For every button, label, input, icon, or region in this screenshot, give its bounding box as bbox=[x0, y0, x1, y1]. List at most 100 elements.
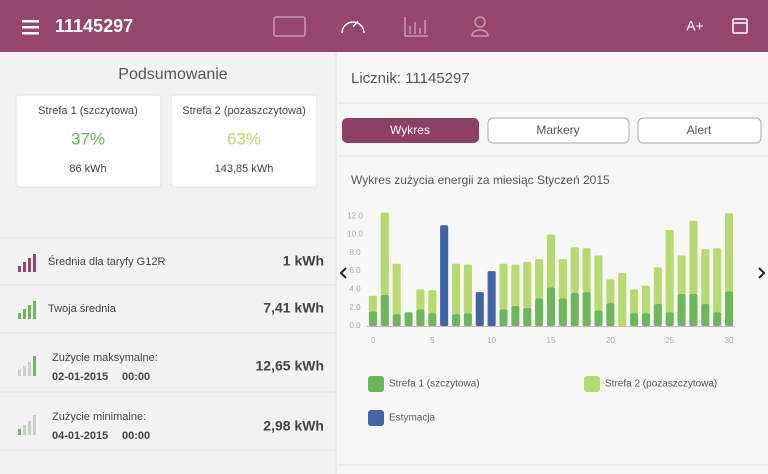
bar-segment bbox=[630, 313, 639, 326]
icon-signal bbox=[18, 301, 36, 319]
bar-segment bbox=[689, 220, 698, 294]
bar-segment bbox=[606, 303, 615, 326]
bar-segment bbox=[677, 255, 686, 294]
stat-label: Średnia dla taryfy G12R bbox=[48, 255, 165, 268]
tab[interactable] bbox=[342, 118, 479, 143]
header-title: 11145297 bbox=[55, 16, 133, 36]
header bbox=[0, 0, 768, 52]
bar-segment bbox=[713, 312, 722, 326]
stat-time: 00:00 bbox=[122, 371, 150, 383]
bar-segment bbox=[428, 313, 437, 326]
card-percent: 63% bbox=[227, 129, 261, 148]
stat-label: Zużycie maksymalne: bbox=[52, 352, 158, 364]
bar-segment bbox=[535, 298, 544, 326]
bar-segment bbox=[546, 287, 556, 326]
bar-segment bbox=[641, 285, 651, 314]
bar-segment bbox=[641, 313, 651, 326]
y-tick-label: 12.0 bbox=[347, 211, 363, 220]
bar-segment bbox=[689, 293, 698, 326]
tab[interactable] bbox=[637, 117, 762, 144]
y-tick-label: 4.0 bbox=[349, 284, 361, 293]
bar-segment bbox=[523, 261, 532, 308]
bar-segment bbox=[392, 263, 401, 315]
bar-segment bbox=[380, 294, 389, 326]
bar-segment bbox=[582, 248, 591, 293]
bar-segment bbox=[618, 272, 627, 326]
bar-segment bbox=[725, 213, 734, 292]
bar-segment bbox=[380, 212, 389, 295]
icon-chart[interactable] bbox=[404, 17, 428, 37]
menu-button[interactable] bbox=[22, 20, 39, 35]
bar-segment bbox=[463, 264, 472, 314]
stat-date: 02-01-2015 bbox=[52, 371, 108, 383]
bar-segment bbox=[570, 247, 579, 294]
bar-segment bbox=[665, 312, 674, 326]
bar-segment bbox=[594, 255, 603, 311]
y-tick-label: 6.0 bbox=[349, 266, 361, 275]
bar-segment bbox=[368, 295, 377, 312]
icon-signal bbox=[18, 254, 36, 272]
card-percent: 37% bbox=[71, 129, 105, 148]
icon-user[interactable] bbox=[471, 16, 489, 37]
icon-display[interactable] bbox=[273, 16, 306, 37]
bar-segment bbox=[701, 249, 710, 305]
bar-segment bbox=[558, 298, 567, 326]
bar-segment bbox=[653, 304, 662, 326]
bar-segment bbox=[725, 291, 734, 326]
x-tick-label: 0 bbox=[371, 336, 376, 345]
bar-segment bbox=[630, 289, 639, 314]
bar-segment bbox=[582, 292, 591, 326]
bar-segment bbox=[713, 248, 722, 313]
stat-date: 04-01-2015 bbox=[52, 430, 108, 442]
bar-segment bbox=[451, 314, 461, 326]
icon-gauge[interactable] bbox=[341, 20, 365, 34]
bar-segment bbox=[511, 264, 520, 306]
icon-signal bbox=[18, 356, 36, 376]
x-tick-label: 15 bbox=[547, 336, 556, 345]
bar-segment bbox=[535, 259, 544, 299]
legend-label: Strefa 2 (pozaszczytowa) bbox=[605, 379, 717, 390]
y-tick-label: 10.0 bbox=[347, 230, 363, 239]
bar-segment bbox=[428, 290, 437, 314]
bar-segment bbox=[463, 313, 472, 326]
bar-segment bbox=[677, 293, 686, 326]
bar-segment bbox=[606, 279, 615, 304]
bar-segment bbox=[653, 267, 662, 305]
stat-label: Twoja średnia bbox=[48, 303, 117, 315]
y-tick-label: 2.0 bbox=[349, 303, 361, 312]
x-tick-label: 30 bbox=[725, 336, 734, 345]
x-tick-label: 10 bbox=[487, 336, 496, 345]
bar-segment bbox=[594, 310, 603, 326]
bar-segment bbox=[475, 292, 484, 326]
bar-segment bbox=[701, 304, 710, 326]
card bbox=[15, 94, 162, 188]
chart-title: Wykres zużycia energii za miesiąc Stycze… bbox=[351, 173, 610, 187]
font-size-button[interactable]: A+ bbox=[686, 18, 704, 34]
card bbox=[170, 94, 318, 188]
bar-segment bbox=[511, 305, 520, 326]
x-tick-label: 20 bbox=[606, 336, 615, 345]
bar-segment bbox=[499, 263, 508, 310]
tab-label: Alert bbox=[687, 123, 712, 137]
tab-label: Markery bbox=[536, 123, 579, 137]
stat-value: 7,41 kWh bbox=[263, 300, 324, 316]
prev-arrow[interactable] bbox=[339, 267, 347, 279]
x-tick-label: 25 bbox=[665, 336, 674, 345]
bar-segment bbox=[392, 314, 401, 326]
bar-segment bbox=[570, 293, 579, 326]
calendar-button[interactable] bbox=[732, 18, 748, 34]
legend-swatch bbox=[584, 376, 600, 392]
legend-label: Strefa 1 (szczytowa) bbox=[389, 379, 480, 390]
bar-segment bbox=[404, 312, 413, 326]
bar-segment bbox=[416, 289, 425, 310]
card-label: Strefa 2 (pozaszczytowa) bbox=[182, 105, 306, 117]
next-arrow[interactable] bbox=[758, 267, 766, 279]
icon-signal bbox=[18, 415, 36, 435]
summary-title: Podsumowanie bbox=[118, 66, 228, 83]
tab[interactable] bbox=[487, 117, 630, 144]
bar-segment bbox=[416, 309, 425, 326]
bar-segment bbox=[546, 234, 556, 288]
bar-segment bbox=[368, 311, 377, 326]
bar-segment bbox=[451, 263, 461, 315]
